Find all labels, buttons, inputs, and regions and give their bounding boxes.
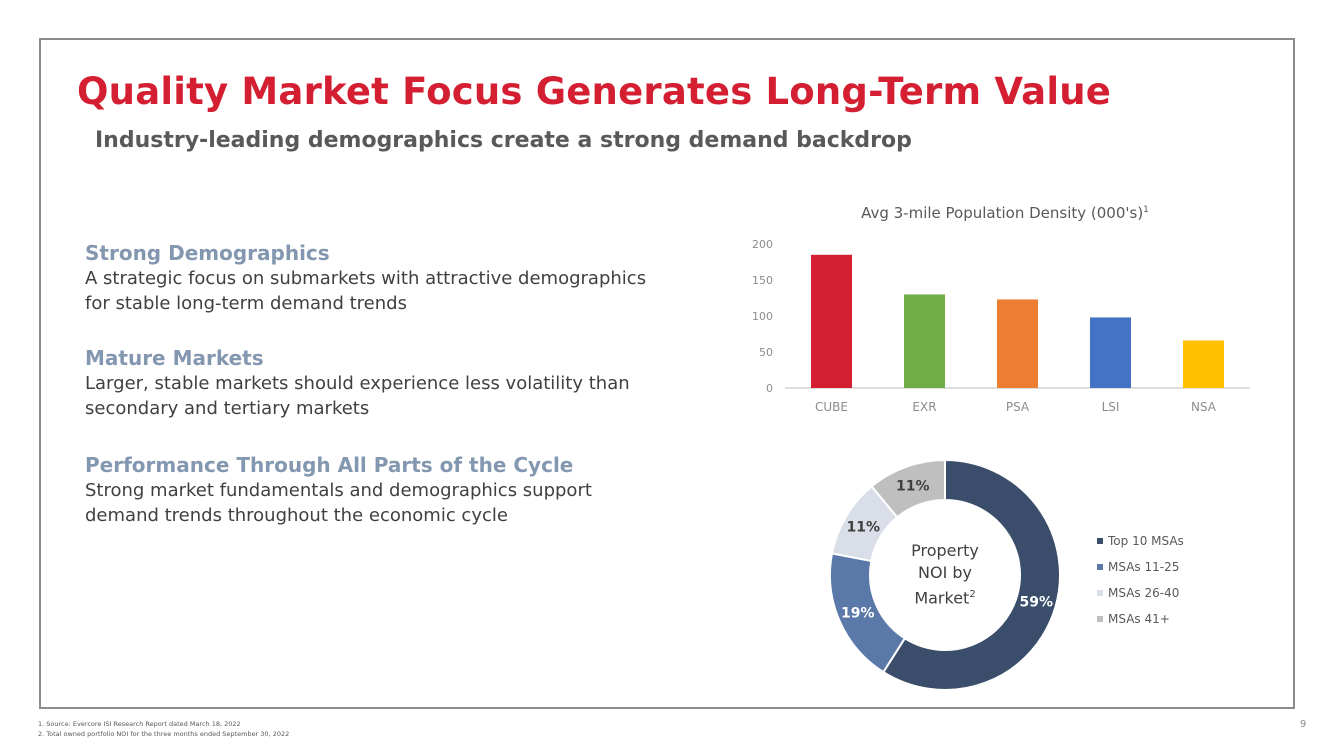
- footnote: 2. Total owned portfolio NOI for the thr…: [38, 730, 290, 738]
- section-mature-markets: Mature Markets Larger, stable markets sh…: [85, 345, 725, 421]
- legend-swatch: [1097, 564, 1103, 570]
- section-body-line: Larger, stable markets should experience…: [85, 373, 630, 394]
- x-tick-label: CUBE: [815, 400, 848, 414]
- page-title: Quality Market Focus Generates Long-Term…: [77, 70, 1112, 113]
- legend-item: MSAs 11-25: [1097, 554, 1184, 580]
- donut-data-label: 59%: [1019, 595, 1053, 611]
- y-tick-label: 50: [759, 346, 773, 359]
- legend-swatch: [1097, 538, 1103, 544]
- bar-lsi: [1090, 317, 1131, 388]
- donut-center-text: Market: [914, 588, 970, 608]
- page-number: 9: [1300, 719, 1307, 730]
- donut-data-label: 11%: [896, 479, 930, 495]
- section-body-line: for stable long-term demand trends: [85, 293, 407, 314]
- section-body-line: Strong market fundamentals and demograph…: [85, 480, 592, 501]
- donut-center-label: Property NOI by Market2: [885, 540, 1005, 609]
- donut-legend: Top 10 MSAs MSAs 11-25 MSAs 26-40 MSAs 4…: [1097, 528, 1184, 632]
- legend-item: Top 10 MSAs: [1097, 528, 1184, 554]
- donut-center-line: Property: [911, 541, 979, 560]
- section-body-line: secondary and tertiary markets: [85, 398, 370, 419]
- x-tick-label: LSI: [1102, 400, 1120, 414]
- donut-data-label: 11%: [846, 520, 880, 536]
- page-subtitle: Industry-leading demographics create a s…: [95, 128, 912, 153]
- legend-item: MSAs 41+: [1097, 606, 1184, 632]
- bar-chart-title-sup: 1: [1143, 205, 1149, 215]
- y-tick-label: 200: [752, 238, 773, 251]
- donut-slice: [870, 458, 946, 519]
- section-body-line: A strategic focus on submarkets with att…: [85, 268, 647, 289]
- bar-cube: [811, 254, 852, 388]
- footnotes: 1. Source: Evercore ISI Research Report …: [38, 719, 289, 739]
- section-body-line: demand trends throughout the economic cy…: [85, 505, 508, 526]
- y-tick-label: 100: [752, 310, 773, 323]
- slide-frame: [39, 38, 1295, 709]
- footnote: 1. Source: Evercore ISI Research Report …: [38, 720, 241, 728]
- section-heading: Performance Through All Parts of the Cyc…: [85, 453, 574, 477]
- section-strong-demographics: Strong Demographics A strategic focus on…: [85, 240, 725, 316]
- donut-center-line-last: Market2: [885, 584, 1005, 609]
- legend-swatch: [1097, 616, 1103, 622]
- legend-label: MSAs 26-40: [1108, 586, 1180, 600]
- legend-label: MSAs 41+: [1108, 612, 1170, 626]
- x-tick-label: EXR: [912, 400, 936, 414]
- section-performance-cycle: Performance Through All Parts of the Cyc…: [85, 452, 725, 528]
- bar-chart: 0 50 100 150 200 CUBE EXR PSA LSI NSA: [752, 238, 1250, 414]
- donut-center-line: NOI by: [918, 563, 972, 582]
- bar-exr: [904, 294, 945, 388]
- section-heading: Strong Demographics: [85, 241, 330, 265]
- legend-label: Top 10 MSAs: [1108, 534, 1184, 548]
- section-heading: Mature Markets: [85, 346, 264, 370]
- x-tick-label: PSA: [1006, 400, 1030, 414]
- bar-chart-title: Avg 3-mile Population Density (000's)1: [760, 204, 1250, 222]
- bar-chart-title-text: Avg 3-mile Population Density (000's): [861, 204, 1144, 222]
- legend-label: MSAs 11-25: [1108, 560, 1180, 574]
- legend-swatch: [1097, 590, 1103, 596]
- bar-psa: [997, 299, 1038, 388]
- x-tick-label: NSA: [1191, 400, 1217, 414]
- donut-chart: 59% 19% 11% 11%: [829, 458, 1061, 691]
- donut-center-sup: 2: [969, 589, 976, 600]
- donut-slice: [881, 458, 1061, 691]
- bar-nsa: [1183, 340, 1224, 388]
- y-tick-label: 0: [766, 382, 773, 395]
- legend-item: MSAs 26-40: [1097, 580, 1184, 606]
- donut-data-label: 19%: [841, 606, 875, 622]
- y-tick-label: 150: [752, 274, 773, 287]
